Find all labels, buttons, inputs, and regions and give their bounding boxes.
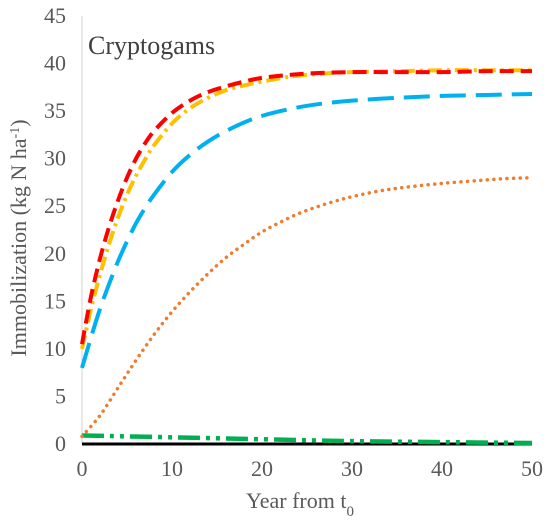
series-line-2	[80, 91, 533, 369]
y-axis-label-superscript: -1	[8, 127, 23, 139]
y-tick-label: 40	[44, 51, 66, 76]
y-tick-label: 35	[44, 98, 66, 123]
y-tick-label: 20	[44, 241, 66, 266]
y-tick-label: 25	[44, 193, 66, 218]
series-line-3	[80, 175, 534, 439]
y-tick-label: 0	[55, 431, 66, 456]
y-axis-label-main: Immobilization (kg N ha	[6, 138, 31, 356]
x-tick-label: 40	[431, 456, 453, 481]
x-tick-label: 50	[521, 456, 543, 481]
x-axis-label-main: Year from t	[246, 488, 346, 513]
x-axis-label: Year from t0	[246, 488, 354, 520]
series-line-0	[80, 69, 533, 345]
series-lines	[80, 68, 534, 446]
x-tick-label: 30	[341, 456, 363, 481]
x-axis-label-subscript: 0	[346, 504, 354, 520]
y-axis-label: Immobilization (kg N ha-1)	[6, 119, 31, 356]
x-tick-label: 10	[161, 456, 183, 481]
axes: 0 5 10 15 20 25 30 35 40 45 0 10 20 30 40 50	[44, 3, 543, 481]
y-tick-label: 45	[44, 3, 66, 28]
y-tick-label: 10	[44, 336, 66, 361]
y-tick-label: 15	[44, 288, 66, 313]
x-tick-label: 20	[251, 456, 273, 481]
series-line-4	[81, 433, 533, 446]
x-tick-label: 0	[77, 456, 88, 481]
chart-annotation: Cryptogams	[88, 31, 215, 60]
y-axis-label-close: )	[6, 119, 31, 126]
y-tick-label: 5	[55, 383, 66, 408]
y-tick-label: 30	[44, 146, 66, 171]
